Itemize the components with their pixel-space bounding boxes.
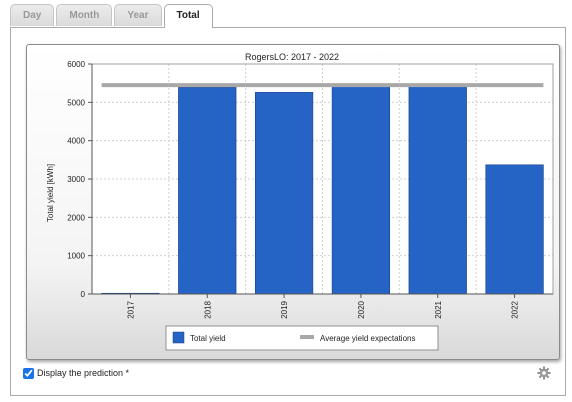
tab-day[interactable]: Day <box>10 4 55 26</box>
x-tick-label-2017: 2017 <box>126 300 135 318</box>
y-tick-label: 0 <box>81 290 86 299</box>
legend-average-expectation-label: Average yield expectations <box>320 334 415 343</box>
display-prediction-checkbox[interactable] <box>23 367 34 379</box>
chart-legend: Total yield Average yield expectations <box>165 325 439 351</box>
chart-frame: RogersLO: 2017 - 2022 Total yield [kWh] … <box>26 44 560 360</box>
display-prediction-option[interactable]: Display the prediction * <box>23 366 129 380</box>
chart-title: RogersLO: 2017 - 2022 <box>245 52 339 62</box>
bar-2021 <box>408 83 467 295</box>
tab-year[interactable]: Year <box>114 4 162 26</box>
y-tick-label: 6000 <box>67 60 85 69</box>
x-tick-label-2019: 2019 <box>280 300 289 318</box>
legend-average-expectation-swatch <box>300 335 314 339</box>
bar-2018 <box>178 87 237 295</box>
y-tick-label: 3000 <box>67 175 85 184</box>
display-prediction-label: Display the prediction * <box>37 368 130 378</box>
y-tick-label: 2000 <box>67 213 85 222</box>
tab-bar: Day Month Year Total <box>10 4 215 28</box>
y-axis-label: Total yield [kWh] <box>46 164 55 222</box>
bar-2019 <box>254 92 314 295</box>
y-tick-label: 4000 <box>67 137 85 146</box>
x-tick-label-2020: 2020 <box>357 300 366 318</box>
y-tick-label: 5000 <box>67 98 85 107</box>
x-tick-label-2022: 2022 <box>511 300 520 318</box>
legend-total-yield-label: Total yield <box>190 334 226 343</box>
tab-panel: RogersLO: 2017 - 2022 Total yield [kWh] … <box>10 27 566 396</box>
yield-chart: RogersLO: 2017 - 2022 Total yield [kWh] … <box>46 52 554 351</box>
gear-icon[interactable] <box>537 366 551 380</box>
tab-month[interactable]: Month <box>56 4 113 26</box>
bar-2022 <box>485 164 544 295</box>
x-tick-label-2021: 2021 <box>434 300 443 318</box>
legend-total-yield-swatch <box>172 331 185 344</box>
bar-2020 <box>331 84 391 295</box>
y-tick-label: 1000 <box>67 252 85 261</box>
x-tick-label-2018: 2018 <box>203 300 212 318</box>
tab-total[interactable]: Total <box>163 4 213 28</box>
